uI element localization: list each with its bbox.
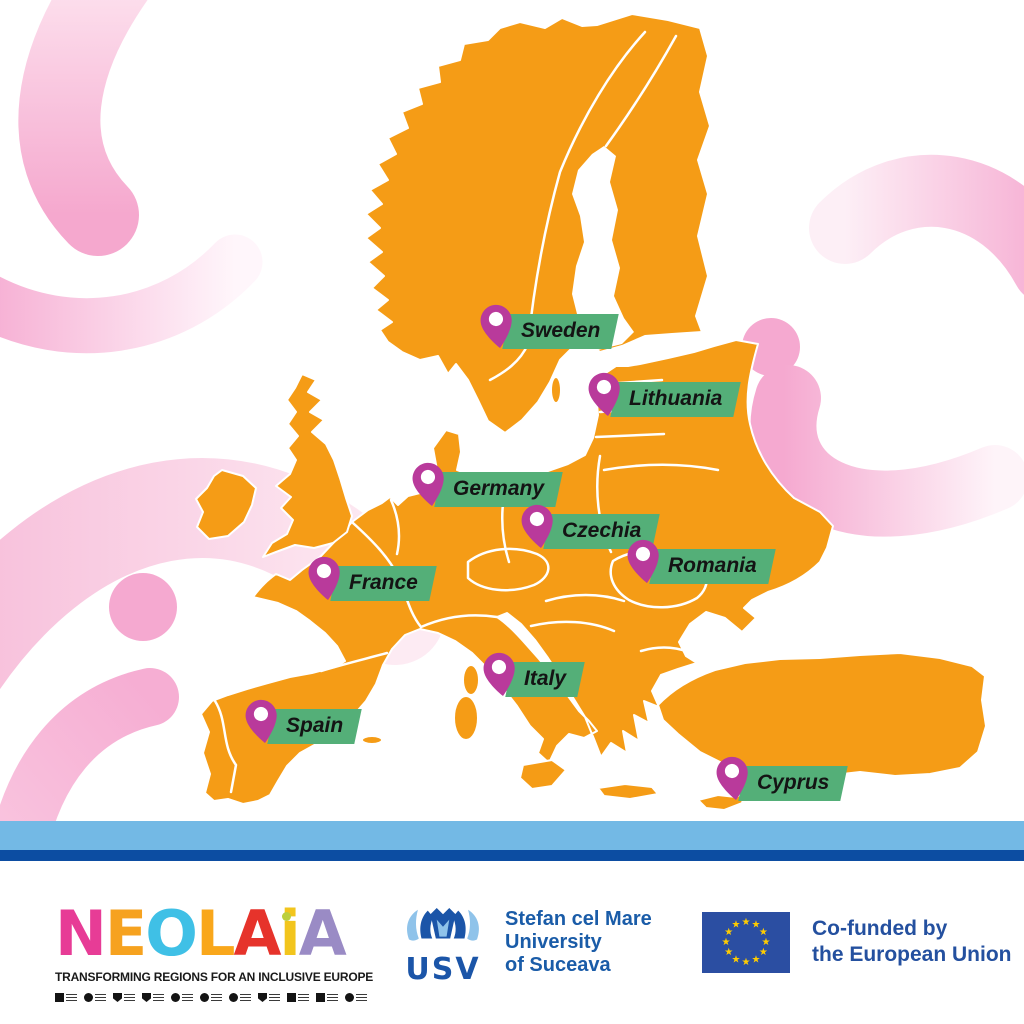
land-ireland xyxy=(195,469,257,540)
neolaia-logo: NEOLAiA TRANSFORMING REGIONS FOR AN INCL… xyxy=(55,903,374,1002)
usv-logo: USV xyxy=(398,905,488,987)
island-sardinia xyxy=(453,695,479,741)
eu-star-icon: ★ xyxy=(751,953,761,965)
eu-flag: ★ ★ ★ ★ ★ ★ ★ ★ ★ ★ ★ ★ xyxy=(702,912,790,973)
partner-logo xyxy=(345,993,367,1002)
eu-star-icon: ★ xyxy=(761,936,771,948)
usv-abbr: USV xyxy=(405,952,481,987)
pink-arc-right-smile xyxy=(750,365,1024,537)
pin-lithuania: Lithuania xyxy=(588,371,722,418)
location-pin-icon xyxy=(483,652,515,697)
neolaia-letter: N xyxy=(55,897,107,970)
usv-name-line: Stefan cel Mare xyxy=(505,908,652,930)
pin-germany: Germany xyxy=(412,461,544,508)
pin-spain: Spain xyxy=(245,698,343,745)
location-pin-icon xyxy=(588,372,620,417)
location-pin-icon xyxy=(245,699,277,744)
partner-logo xyxy=(171,993,193,1002)
country-label-romania: Romania xyxy=(653,549,772,584)
location-pin-icon xyxy=(521,504,553,549)
neolaia-letter: O xyxy=(145,897,198,970)
eu-funding-line: the European Union xyxy=(812,943,1012,966)
location-pin-icon xyxy=(480,304,512,349)
country-label-cyprus: Cyprus xyxy=(742,766,844,801)
usv-name-line: University xyxy=(505,931,602,953)
pink-arc-top-right xyxy=(809,154,1024,295)
country-label-italy: Italy xyxy=(509,662,581,697)
neolaia-tagline: TRANSFORMING REGIONS FOR AN INCLUSIVE EU… xyxy=(55,970,374,984)
location-pin-icon xyxy=(412,462,444,507)
neolaia-wordmark: NEOLAiA xyxy=(55,903,355,965)
eu-star-icon: ★ xyxy=(741,916,751,928)
country-label-czechia: Czechia xyxy=(547,514,656,549)
dark-blue-stripe xyxy=(0,850,1024,861)
country-label-spain: Spain xyxy=(271,709,358,744)
usv-crown-icon xyxy=(407,907,479,941)
pin-romania: Romania xyxy=(627,538,757,585)
partner-logo xyxy=(200,993,222,1002)
eu-funding-line: Co-funded by xyxy=(812,917,948,940)
eu-star-icon: ★ xyxy=(724,926,734,938)
partner-logo xyxy=(229,993,251,1002)
country-label-lithuania: Lithuania xyxy=(614,382,737,417)
neolaia-letter: A xyxy=(298,897,347,970)
eu-star-icon: ★ xyxy=(721,936,731,948)
footer: NEOLAiA TRANSFORMING REGIONS FOR AN INCL… xyxy=(0,861,1024,1024)
partner-logo xyxy=(84,993,106,1002)
eu-star-icon: ★ xyxy=(758,946,768,958)
eu-star-icon: ★ xyxy=(731,919,741,931)
gulf-of-bothnia xyxy=(572,146,634,350)
eu-funding-text: Co-funded by the European Union xyxy=(812,916,1012,968)
eu-star-icon: ★ xyxy=(741,956,751,968)
partner-logo xyxy=(142,993,164,1002)
country-label-france: France xyxy=(334,566,433,601)
neolaia-letter: L xyxy=(195,897,235,970)
neolaia-letter: A xyxy=(233,897,281,970)
country-label-sweden: Sweden xyxy=(506,314,615,349)
pink-dot-right xyxy=(742,318,800,376)
pin-sweden: Sweden xyxy=(480,303,600,350)
partner-logo xyxy=(287,993,309,1002)
usv-name: Stefan cel Mare University of Suceava xyxy=(505,908,652,977)
eu-star-icon: ★ xyxy=(731,953,741,965)
partner-logo xyxy=(113,993,135,1002)
location-pin-icon xyxy=(627,539,659,584)
pin-italy: Italy xyxy=(483,651,566,698)
eu-star-icon: ★ xyxy=(724,946,734,958)
pink-arc-bottom-left xyxy=(0,668,179,877)
location-pin-icon xyxy=(308,556,340,601)
light-blue-stripe xyxy=(0,821,1024,850)
pink-dot-left xyxy=(109,573,177,641)
island-balearic xyxy=(361,735,383,745)
pin-czechia: Czechia xyxy=(521,503,641,550)
island-crete xyxy=(597,783,659,800)
pin-france: France xyxy=(308,555,418,602)
land-turkey xyxy=(657,652,987,781)
island-corsica xyxy=(462,664,480,696)
partner-logos-row xyxy=(55,993,367,1002)
location-pin-icon xyxy=(716,756,748,801)
eu-star-icon: ★ xyxy=(758,926,768,938)
neolaia-letter: i xyxy=(279,897,300,970)
eu-star-icon: ★ xyxy=(751,919,761,931)
island-gotland xyxy=(550,376,562,404)
country-label-germany: Germany xyxy=(438,472,559,507)
partner-logo xyxy=(258,993,280,1002)
land-great-britain xyxy=(262,373,353,558)
partner-logo xyxy=(316,993,338,1002)
pink-arc-left-swoosh xyxy=(0,234,263,354)
island-sicily xyxy=(519,759,567,790)
neolaia-letter: E xyxy=(104,897,147,970)
usv-name-line: of Suceava xyxy=(505,954,611,976)
partner-logo xyxy=(55,993,77,1002)
pin-cyprus: Cyprus xyxy=(716,755,829,802)
pink-arc-top-left xyxy=(18,0,148,256)
